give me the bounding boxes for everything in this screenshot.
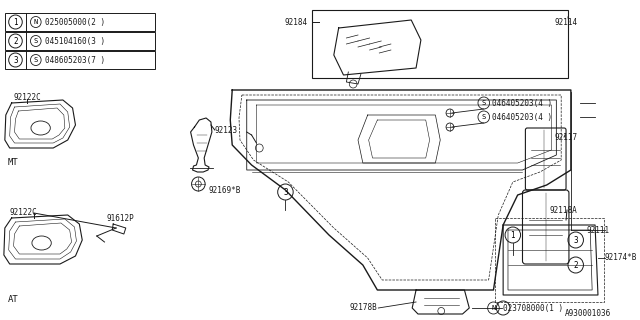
Text: 3: 3: [283, 188, 288, 196]
Text: N: N: [492, 305, 495, 311]
Text: 025005000(2 ): 025005000(2 ): [45, 18, 104, 27]
Text: 3: 3: [573, 236, 578, 244]
Text: S: S: [34, 57, 38, 63]
Text: 91612P: 91612P: [106, 213, 134, 222]
Text: S: S: [482, 100, 486, 106]
Text: 92122C: 92122C: [10, 207, 37, 217]
Text: 045104160(3 ): 045104160(3 ): [45, 36, 104, 45]
Text: 92122C: 92122C: [13, 92, 42, 101]
Text: S: S: [34, 38, 38, 44]
Text: 2: 2: [13, 36, 18, 45]
Bar: [312, 10, 568, 78]
Text: 92169*B: 92169*B: [208, 186, 241, 195]
Text: 92114: 92114: [554, 18, 578, 27]
Text: 1: 1: [13, 18, 18, 27]
Text: 023708000(1 ): 023708000(1 ): [503, 303, 563, 313]
Text: 1: 1: [511, 230, 515, 239]
Text: 92123: 92123: [215, 125, 238, 134]
Text: 92118A: 92118A: [550, 205, 578, 214]
Bar: [495, 218, 604, 302]
Text: MT: MT: [8, 157, 19, 166]
Text: 92111: 92111: [586, 226, 609, 235]
Text: AT: AT: [8, 295, 19, 305]
Bar: [5, 13, 155, 31]
Text: 92178B: 92178B: [349, 303, 378, 313]
Text: 048605203(7 ): 048605203(7 ): [45, 55, 104, 65]
Bar: [5, 32, 155, 50]
Text: A930001036: A930001036: [565, 308, 611, 317]
Text: N: N: [34, 19, 38, 25]
Text: 3: 3: [13, 55, 18, 65]
Text: S: S: [482, 114, 486, 120]
Text: 046405203(4 ): 046405203(4 ): [493, 113, 552, 122]
Bar: [5, 51, 155, 69]
Text: 2: 2: [573, 260, 578, 269]
Text: 92117: 92117: [554, 132, 578, 141]
Text: 92174*B: 92174*B: [605, 253, 637, 262]
Text: 046405203(4 ): 046405203(4 ): [493, 99, 552, 108]
Text: 92184: 92184: [284, 18, 308, 27]
